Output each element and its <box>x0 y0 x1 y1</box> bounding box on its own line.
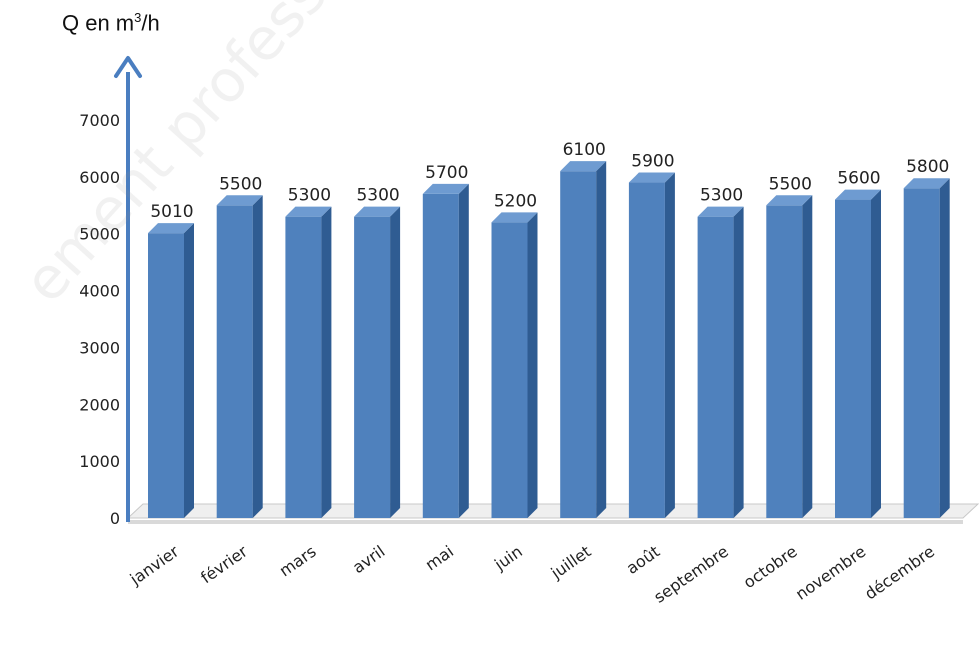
y-axis-label-exponent: 3 <box>134 10 142 25</box>
bar-side <box>939 178 950 518</box>
x-tick-label: juillet <box>547 542 595 583</box>
y-tick-label: 1000 <box>79 452 120 471</box>
y-axis-label-main: Q en m <box>62 10 135 36</box>
y-axis-label-unit: /h <box>141 10 160 36</box>
bar-top <box>903 178 950 189</box>
bar-side <box>321 206 332 518</box>
bar <box>422 193 459 518</box>
bar-side <box>871 189 881 518</box>
bar <box>903 188 940 518</box>
bar-side <box>664 172 675 519</box>
x-tick-label: novembre <box>792 542 869 604</box>
bar-top <box>628 172 675 183</box>
y-axis-arrowhead <box>114 56 142 78</box>
bar-side <box>802 195 813 519</box>
x-tick-label: mai <box>422 542 457 575</box>
data-label: 5500 <box>769 174 812 194</box>
data-label: 5600 <box>837 169 880 189</box>
y-tick-label: 7000 <box>79 111 120 130</box>
bar-top <box>354 206 401 217</box>
x-tick-label: avril <box>349 542 388 577</box>
bar <box>560 171 597 518</box>
x-tick-label: janvier <box>126 541 183 589</box>
y-axis-label: Q en m3/h <box>62 10 160 36</box>
bar-top <box>697 206 744 217</box>
x-tick-label: septembre <box>650 542 732 607</box>
bar <box>354 216 391 518</box>
y-tick-label: 3000 <box>79 338 120 357</box>
data-label: 5900 <box>631 152 674 172</box>
x-tick-label: décembre <box>861 542 938 604</box>
x-tick-label: février <box>197 541 251 587</box>
x-tick-label: août <box>623 542 663 578</box>
y-tick-label: 0 <box>110 509 120 528</box>
bar <box>835 199 871 518</box>
data-label: 5200 <box>494 191 537 211</box>
data-label: 6100 <box>563 140 606 160</box>
bar-side <box>390 206 401 518</box>
data-label: 5010 <box>150 202 193 222</box>
x-tick-label: mars <box>276 542 320 581</box>
bar <box>697 216 734 518</box>
bar <box>628 182 665 519</box>
bar-side <box>252 195 263 519</box>
bar-top <box>766 195 813 206</box>
y-tick-label: 2000 <box>79 395 120 414</box>
data-label: 5700 <box>425 163 468 183</box>
y-tick-label: 4000 <box>79 282 120 301</box>
bar <box>216 205 253 519</box>
bar-top <box>560 161 607 172</box>
data-label: 5300 <box>700 186 743 206</box>
bar-top <box>491 212 538 223</box>
bar-top <box>835 189 881 200</box>
x-tick-label: juin <box>490 542 526 575</box>
bar-top <box>422 183 469 194</box>
data-label: 5300 <box>356 186 399 206</box>
bar-side <box>458 183 469 518</box>
data-label: 5300 <box>288 186 331 206</box>
bar <box>491 222 528 519</box>
bar-side <box>527 212 538 519</box>
bar <box>148 233 184 518</box>
bar-top <box>285 206 332 217</box>
bar-side <box>733 206 744 518</box>
bar <box>285 216 322 518</box>
bar-top <box>148 223 194 234</box>
y-tick-label: 5000 <box>79 225 120 244</box>
chart-floor <box>126 503 979 519</box>
data-label: 5500 <box>219 174 262 194</box>
bar-side <box>184 223 194 518</box>
bar <box>766 205 803 519</box>
data-label: 5800 <box>906 157 949 177</box>
x-tick-label: octobre <box>740 542 801 592</box>
bar-side <box>596 161 607 518</box>
bar-top <box>216 195 263 206</box>
y-tick-label: 6000 <box>79 168 120 187</box>
